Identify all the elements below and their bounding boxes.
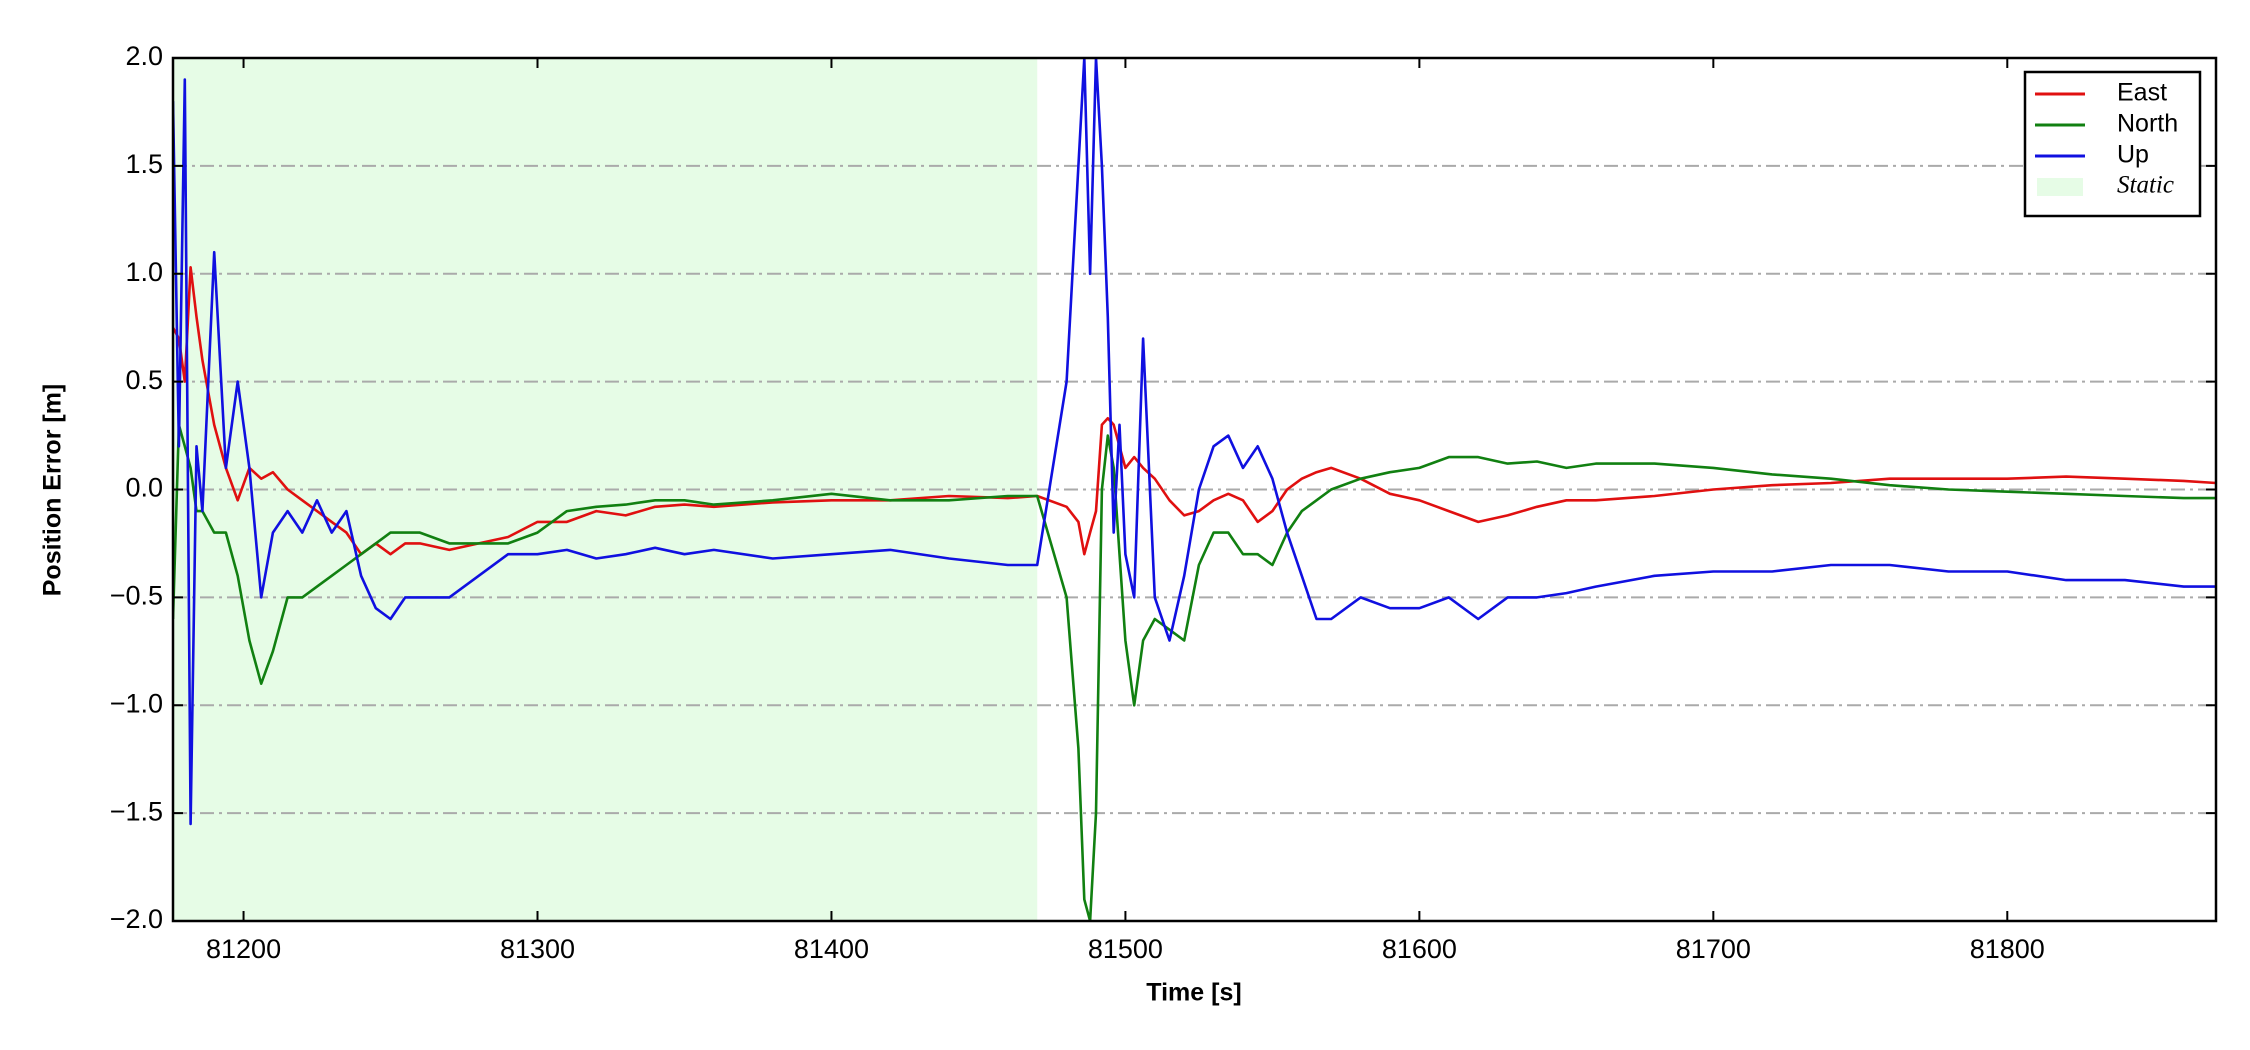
legend-swatch <box>2037 178 2083 196</box>
y-axis-label: Position Error [m] <box>39 384 67 597</box>
y-tick-label: 1.5 <box>125 149 163 179</box>
ticks: −2.0 −1.5 −1.0 −0.5 0.0 0.5 1.0 1.5 2.0 81200 8130… <box>110 41 2216 964</box>
x-tick-label: 81800 <box>1970 934 2045 964</box>
y-tick-label: 1.0 <box>125 257 163 287</box>
y-tick-label: −1.0 <box>110 688 163 718</box>
legend-label: Up <box>2117 141 2149 169</box>
x-tick-label: 81700 <box>1676 934 1751 964</box>
x-tick-label: 81400 <box>794 934 869 964</box>
y-tick-label: 2.0 <box>125 41 163 71</box>
series-group <box>173 58 2216 921</box>
legend-label: Static <box>2117 172 2174 199</box>
x-tick-label: 81300 <box>500 934 575 964</box>
x-tick-label: 81200 <box>206 934 281 964</box>
x-tick-label: 81600 <box>1382 934 1457 964</box>
legend-label: North <box>2117 110 2178 138</box>
y-tick-label: −1.5 <box>110 796 163 826</box>
legend-label: East <box>2117 79 2167 107</box>
series-line <box>173 423 2216 921</box>
x-tick-label: 81500 <box>1088 934 1163 964</box>
y-tick-label: 0.5 <box>125 365 163 395</box>
series-line <box>173 58 2216 826</box>
y-tick-label: −2.0 <box>110 904 163 934</box>
series-line <box>173 266 2216 556</box>
y-tick-label: 0.0 <box>125 473 163 503</box>
legend: East North Up Static <box>2023 70 2202 218</box>
y-tick-label: −0.5 <box>110 581 163 611</box>
x-axis-label: Time [s] <box>1146 979 1241 1007</box>
